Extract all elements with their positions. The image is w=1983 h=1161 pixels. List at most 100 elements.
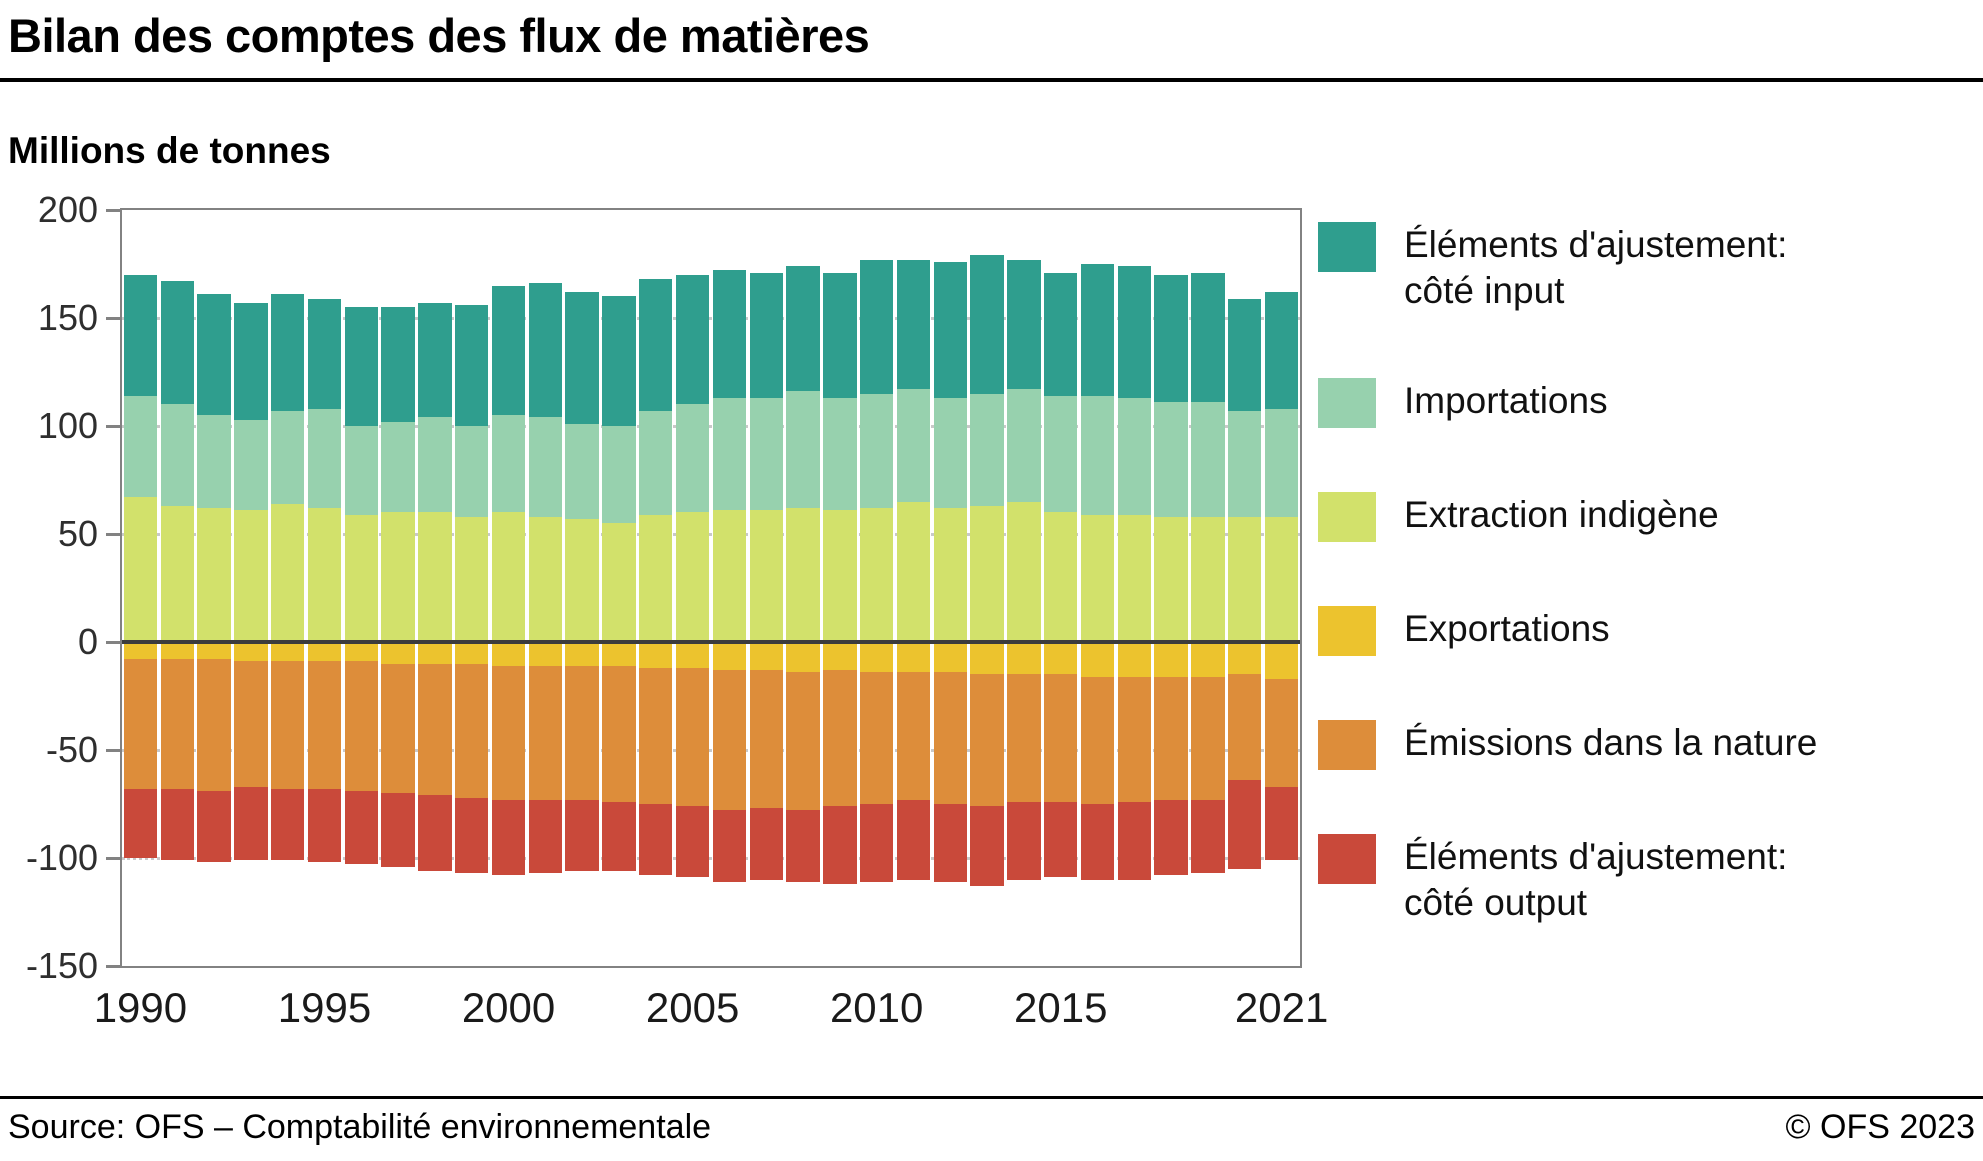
y-axis-tick-mark (106, 532, 120, 536)
bar-segment (528, 665, 563, 800)
bar-segment (786, 672, 820, 811)
bar-segment (639, 410, 673, 515)
legend-label-line: Émissions dans la nature (1404, 722, 1818, 763)
bar-segment (270, 788, 305, 861)
bar-segment (823, 272, 857, 398)
bar-segment (234, 302, 268, 420)
bar-segment (602, 642, 636, 666)
bar-segment (1117, 642, 1152, 677)
bar-segment (1154, 642, 1188, 677)
bar-segment (1044, 395, 1078, 513)
bar-segment (675, 806, 710, 878)
bar-segment (896, 799, 931, 880)
bar-segment (344, 307, 378, 426)
y-axis-tick-mark (106, 856, 120, 860)
bar-segment (859, 508, 894, 642)
legend-label-line: Éléments d'ajustement: (1404, 836, 1788, 877)
bar-segment (1117, 397, 1152, 515)
x-axis-tick-label: 2000 (461, 984, 556, 1031)
bar-segment (160, 281, 194, 405)
bar-segment (1117, 514, 1152, 642)
legend-swatch (1318, 606, 1376, 656)
bar-segment (749, 510, 783, 642)
bar-segment (749, 642, 783, 671)
bar-segment (823, 397, 857, 511)
bar-segment (970, 505, 1004, 642)
x-axis-tick-label: 1995 (277, 984, 372, 1031)
bar-segment (455, 305, 489, 426)
gridline (122, 424, 1300, 428)
bar-segment (344, 661, 378, 792)
y-axis-tick-label: -150 (25, 945, 98, 986)
bar-segment (1191, 799, 1225, 874)
bar-segment (1117, 676, 1152, 802)
bar-segment (1154, 516, 1188, 642)
bar-segment (1264, 786, 1299, 861)
gridline (122, 316, 1300, 320)
x-axis-tick-label: 2015 (1014, 984, 1108, 1031)
legend-label-line: côté input (1404, 270, 1565, 311)
bar-segment (1264, 408, 1299, 517)
bar-segment (123, 788, 158, 858)
bar-segment (1154, 402, 1188, 517)
bar-segment (197, 659, 231, 792)
bar-segment (823, 806, 857, 884)
copyright-text: © OFS 2023 (1785, 1108, 1975, 1146)
bar-segment (381, 512, 415, 642)
bar-segment (565, 665, 599, 800)
bar-segment (418, 642, 452, 664)
y-axis-tick-label: 200 (37, 189, 98, 230)
bar-segment (344, 514, 378, 642)
bar-segment (270, 410, 305, 504)
bar-segment (602, 665, 636, 802)
bar-segment (528, 516, 563, 642)
legend-item: Éléments d'ajustement: côté output (1318, 834, 1817, 926)
legend-item: Exportations (1318, 606, 1817, 656)
bar-segment (491, 799, 526, 876)
bar-segment (675, 404, 710, 513)
bar-segment (602, 426, 636, 524)
bar-segment (234, 642, 268, 662)
legend-label: Éléments d'ajustement: côté input (1404, 222, 1787, 314)
bar-segment (1228, 642, 1262, 675)
zero-axis-line (122, 640, 1300, 644)
bar-segment (455, 797, 489, 874)
bar-segment (712, 397, 747, 511)
y-axis-tick-label: -50 (45, 729, 98, 770)
bar-segment (1117, 801, 1152, 880)
legend-swatch (1318, 222, 1376, 272)
bar-segment (565, 292, 599, 424)
bar-segment (197, 294, 231, 416)
bar-segment (1228, 410, 1262, 517)
bar-segment (1264, 516, 1299, 642)
bar-segment (344, 426, 378, 515)
bar-segment (565, 423, 599, 519)
bar-segment (197, 508, 231, 642)
bar-segment (418, 795, 452, 871)
legend-label-line: Importations (1404, 380, 1608, 421)
bar-segment (491, 642, 526, 666)
bar-segment (1007, 259, 1041, 390)
bar-segment (270, 642, 305, 662)
legend-label: Exportations (1404, 606, 1610, 652)
bar-segment (933, 672, 967, 804)
bar-segment (1191, 642, 1225, 677)
y-axis-tick-label: 50 (57, 513, 98, 554)
legend-swatch (1318, 492, 1376, 542)
bar-segment (1080, 804, 1115, 880)
legend-item: Importations (1318, 378, 1817, 428)
chart-legend: Éléments d'ajustement: côté input Importat… (1318, 222, 1817, 926)
bar-segment (823, 510, 857, 642)
bar-segment (675, 642, 710, 668)
bar-segment (970, 255, 1004, 394)
bar-segment (675, 512, 710, 642)
bar-segment (418, 302, 452, 418)
bar-segment (639, 514, 673, 642)
bar-segment (491, 512, 526, 642)
bar-segment (896, 389, 931, 502)
bar-segment (1264, 678, 1299, 787)
bar-segment (418, 663, 452, 796)
bar-segment (1154, 799, 1188, 876)
unit-label: Millions de tonnes (8, 130, 331, 171)
